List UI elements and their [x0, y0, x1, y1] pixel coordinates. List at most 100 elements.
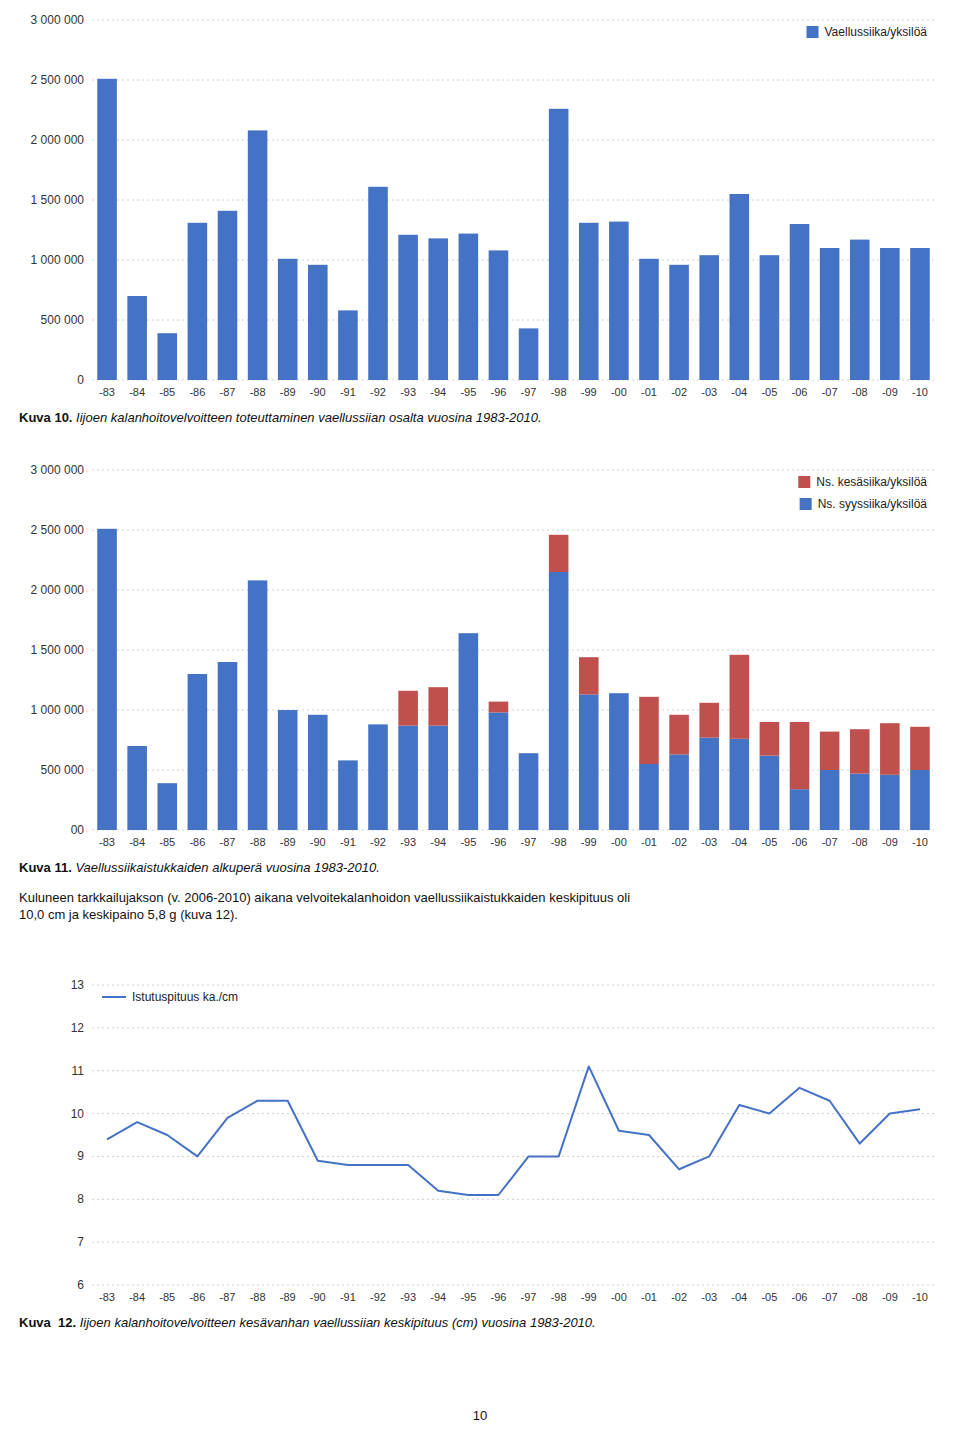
bar: [639, 259, 659, 380]
bar: [609, 693, 629, 830]
grid-line: [92, 470, 935, 471]
caption-title: Kuva 11.: [19, 860, 72, 875]
x-tick-label: -92: [370, 1291, 386, 1303]
bar: [489, 702, 509, 713]
bar: [639, 764, 659, 830]
x-tick-label: -95: [460, 836, 476, 848]
y-tick-label: 7: [77, 1235, 84, 1249]
bar: [308, 265, 328, 380]
annotation-line: 10: [473, 1408, 487, 1423]
bar: [760, 722, 780, 756]
bar: [730, 194, 750, 380]
caption-title: Kuva 12.: [19, 1315, 76, 1330]
y-tick-label: 1 500 000: [31, 643, 85, 657]
y-tick-label: 500 000: [41, 313, 85, 327]
x-tick-label: -98: [551, 836, 567, 848]
bar: [428, 238, 448, 380]
x-tick-label: -01: [641, 1291, 657, 1303]
y-tick-label: 6: [77, 1278, 84, 1292]
grid-line: [92, 590, 935, 591]
bar: [760, 255, 780, 380]
legend-label: Ns. syyssiika/yksilöä: [818, 497, 928, 511]
bar: [910, 727, 930, 770]
bar: [669, 715, 689, 755]
x-tick-label: -08: [852, 386, 868, 398]
grid-line: [92, 1113, 935, 1114]
grid-line: [92, 20, 935, 21]
marks: [97, 529, 929, 830]
bar: [639, 697, 659, 764]
x-tick-label: -87: [220, 386, 236, 398]
caption: Kuva 10. Iijoen kalanhoitovelvoitteen to…: [19, 410, 542, 425]
x-tick-label: -00: [611, 836, 627, 848]
x-tick-label: -94: [430, 386, 446, 398]
bar: [338, 310, 358, 380]
x-tick-label: -91: [340, 836, 356, 848]
x-tick-label: -07: [822, 836, 838, 848]
x-tick-label: -89: [280, 1291, 296, 1303]
x-tick-label: -85: [159, 1291, 175, 1303]
y-tick-label: 0: [77, 373, 84, 387]
bar: [519, 753, 539, 830]
grid-line: [92, 530, 935, 531]
x-tick-label: -88: [250, 836, 266, 848]
bar: [278, 710, 298, 711]
y-tick-label: 1 000 000: [31, 253, 85, 267]
legend-swatch: [102, 996, 126, 998]
x-tick-label: -08: [852, 1291, 868, 1303]
line: [107, 1066, 920, 1195]
x-tick-label: -05: [761, 1291, 777, 1303]
bar: [248, 580, 268, 581]
x-tick-label: -94: [430, 1291, 446, 1303]
bar: [278, 259, 298, 380]
marks: [97, 79, 929, 380]
bar: [308, 714, 328, 715]
bar: [157, 333, 177, 380]
x-tick-label: -87: [220, 1291, 236, 1303]
x-tick-label: -85: [159, 386, 175, 398]
bar: [218, 662, 238, 830]
grid-line: [92, 80, 935, 81]
x-tick-label: -95: [460, 386, 476, 398]
bar: [880, 723, 900, 775]
bar: [790, 789, 810, 830]
x-tick-label: -06: [792, 836, 808, 848]
y-tick-label: 2 500 000: [31, 523, 85, 537]
bar: [188, 674, 208, 675]
y-tick-label: 00: [71, 823, 85, 837]
x-tick-label: -90: [310, 1291, 326, 1303]
bar: [519, 753, 539, 754]
bar: [428, 726, 448, 830]
bar: [248, 130, 268, 380]
bar: [127, 746, 147, 830]
annotation: 10: [473, 1408, 487, 1423]
y-tick-label: 3 000 000: [31, 463, 85, 477]
x-tick-label: -03: [701, 1291, 717, 1303]
x-tick-label: -88: [250, 1291, 266, 1303]
y-tick-label: 2 500 000: [31, 73, 85, 87]
bar: [398, 691, 418, 726]
y-tick-label: 10: [71, 1107, 85, 1121]
x-tick-label: -09: [882, 386, 898, 398]
bar: [609, 222, 629, 380]
y-tick-label: 8: [77, 1192, 84, 1206]
bar: [549, 109, 569, 380]
bar: [308, 715, 328, 830]
y-tick-label: 9: [77, 1149, 84, 1163]
bar: [248, 580, 268, 830]
bar: [519, 328, 539, 380]
bar: [218, 662, 238, 663]
grid-line: [92, 1199, 935, 1200]
x-tick-label: -91: [340, 1291, 356, 1303]
bar: [730, 739, 750, 830]
caption-text: Vaellussiikaistukkaiden alkuperä vuosina…: [72, 860, 380, 875]
x-tick-label: -98: [551, 386, 567, 398]
bar: [699, 738, 719, 830]
x-tick-label: -03: [701, 386, 717, 398]
x-tick-label: -04: [731, 1291, 747, 1303]
bar: [368, 724, 388, 725]
bar: [820, 248, 840, 380]
x-tick-label: -09: [882, 836, 898, 848]
bar: [699, 255, 719, 380]
x-tick-label: -84: [129, 836, 145, 848]
